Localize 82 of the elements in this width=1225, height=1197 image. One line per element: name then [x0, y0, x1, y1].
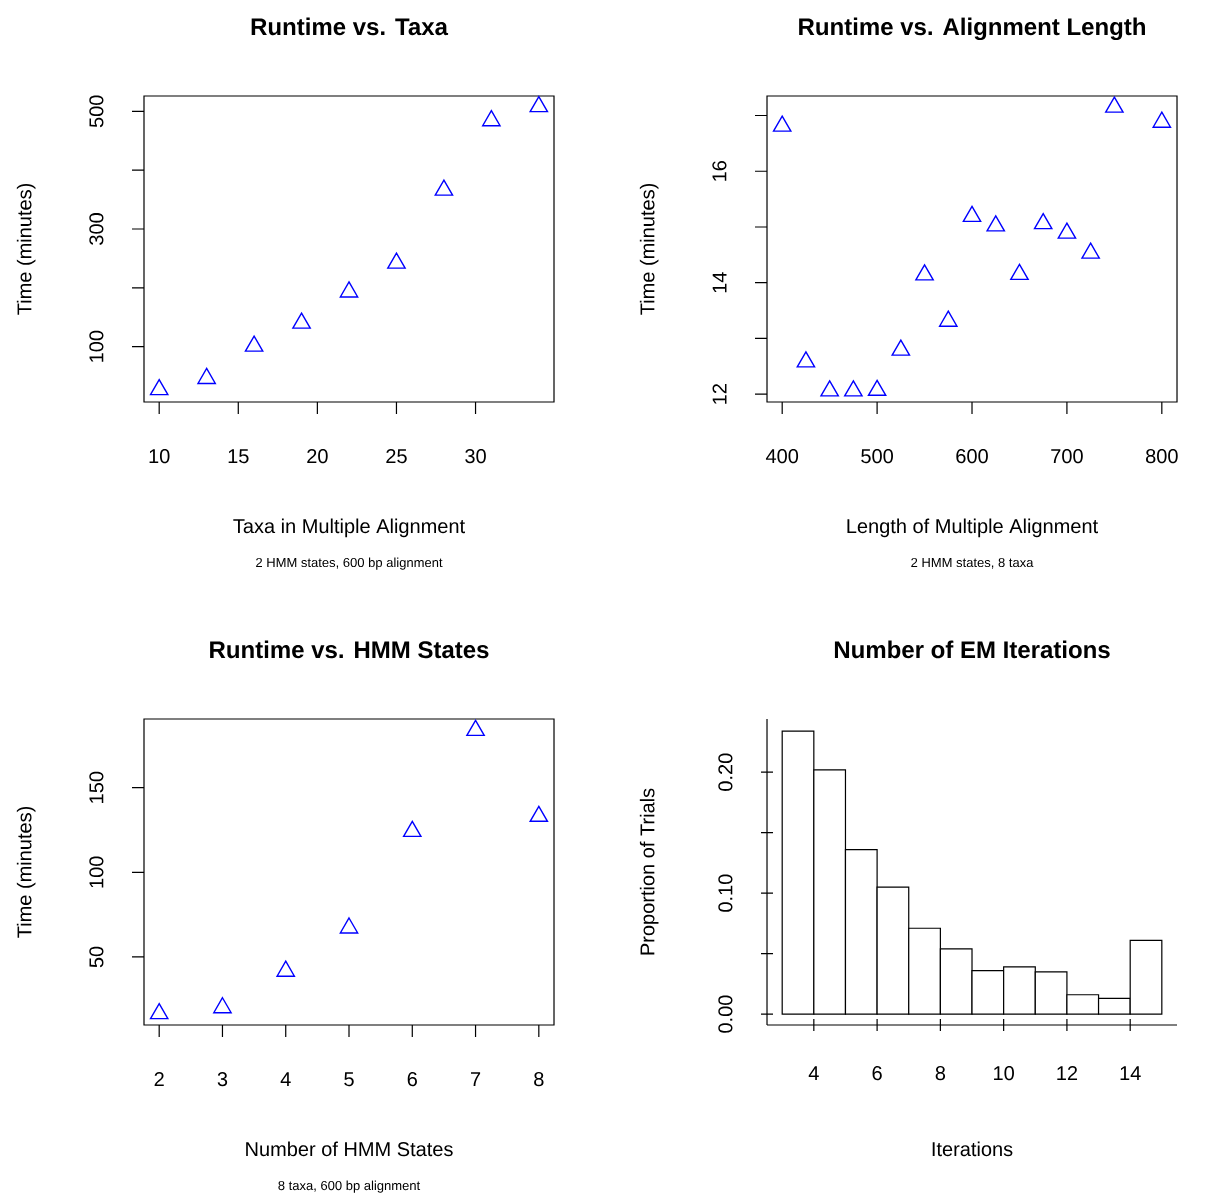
point [1033, 212, 1053, 230]
point [891, 339, 911, 356]
y-tick-label: 500 [89, 95, 104, 128]
x-tick-label: 25 [386, 449, 407, 464]
x-tick-label: 3 [217, 1072, 228, 1087]
x-tick-label: 15 [228, 449, 249, 464]
point [387, 252, 406, 269]
point [149, 1002, 169, 1020]
x-tick-label: 5 [344, 1072, 354, 1087]
point [482, 110, 501, 127]
point [1152, 111, 1172, 128]
y-axis-title: Proportion of Trials [639, 788, 659, 955]
x-tick-label: 4 [808, 1066, 819, 1080]
x-tick-label: 14 [1120, 1066, 1141, 1080]
point [1081, 242, 1100, 259]
x-axis-title: Length of Multiple Alignment [847, 518, 1098, 538]
x-tick-label: 400 [765, 449, 799, 464]
point [915, 264, 934, 281]
x-tick-label: 8 [534, 1072, 544, 1087]
x-tick-label: 2 [154, 1072, 164, 1086]
point [276, 960, 296, 977]
x-tick-label: 6 [407, 1072, 417, 1087]
y-tick-label: 0.00 [718, 995, 733, 1033]
point [339, 281, 359, 298]
chart-title: Runtime vs. Taxa [251, 17, 449, 36]
y-tick-label: 16 [712, 161, 727, 181]
point [466, 719, 485, 737]
x-tick-label: 800 [1146, 449, 1178, 464]
x-axis-title: Number of HMM States [246, 1141, 453, 1157]
point [529, 805, 549, 823]
point [339, 917, 359, 934]
y-axis-title: Time (minutes) [16, 806, 36, 938]
point [292, 312, 311, 329]
point [867, 379, 887, 396]
x-tick-label: 700 [1051, 449, 1083, 464]
x-tick-label: 30 [465, 449, 486, 464]
chart-title: Runtime vs. Alignment Length [799, 17, 1145, 41]
point [149, 378, 169, 396]
y-tick-label: 14 [712, 272, 727, 293]
y-tick-label: 12 [712, 384, 727, 404]
x-tick-label: 6 [872, 1066, 882, 1081]
y-tick-label: 300 [89, 213, 104, 245]
x-tick-label: 10 [149, 449, 170, 464]
y-tick-label: 100 [89, 856, 104, 888]
x-axis-title: Iterations [932, 1141, 1013, 1157]
point [986, 215, 1006, 232]
text: 8 taxa, 600 bp alignment [278, 1180, 421, 1193]
x-axis-title: Taxa in Multiple Alignment [233, 518, 465, 538]
point [962, 205, 982, 223]
point [820, 380, 840, 397]
point [529, 95, 549, 113]
point [796, 351, 816, 368]
x-tick-label: 10 [994, 1066, 1014, 1081]
y-tick-label: 150 [89, 771, 104, 803]
point [1010, 263, 1029, 281]
point [244, 335, 264, 352]
point [197, 367, 216, 385]
point [1105, 96, 1124, 113]
point [772, 115, 792, 132]
x-tick-label: 8 [935, 1066, 946, 1081]
y-tick-label: 0.10 [718, 874, 733, 912]
chart-title: Runtime vs. HMM States [210, 640, 489, 659]
x-tick-label: 500 [861, 449, 893, 464]
x-tick-label: 20 [307, 449, 328, 464]
point [844, 380, 863, 397]
y-tick-label: 0.20 [718, 753, 733, 791]
x-tick-label: 4 [280, 1072, 291, 1086]
point [1057, 222, 1077, 239]
y-tick-label: 100 [89, 330, 104, 362]
text: 2 HMM states, 600 bp alignment [256, 557, 443, 570]
chart-title: Number of EM Iterations [834, 640, 1110, 659]
text: 2 HMM states, 8 taxa [911, 557, 1034, 569]
y-axis-title: Time (minutes) [16, 183, 36, 315]
point [213, 997, 232, 1014]
y-axis-title: Time (minutes) [639, 183, 659, 315]
x-tick-label: 600 [956, 449, 988, 464]
x-tick-label: 7 [471, 1072, 481, 1086]
point [402, 820, 422, 838]
y-tick-label: 50 [89, 946, 104, 968]
point [938, 310, 958, 327]
x-tick-label: 12 [1057, 1066, 1078, 1080]
point [434, 179, 454, 196]
